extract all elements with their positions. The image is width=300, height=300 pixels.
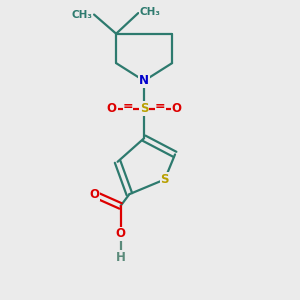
Text: O: O xyxy=(89,188,99,201)
Text: H: H xyxy=(116,251,125,264)
Text: CH₃: CH₃ xyxy=(140,7,161,16)
Text: S: S xyxy=(140,102,148,115)
Text: =: = xyxy=(123,100,133,113)
Text: N: N xyxy=(139,74,149,87)
Text: O: O xyxy=(116,227,126,240)
Text: CH₃: CH₃ xyxy=(72,10,93,20)
Text: O: O xyxy=(107,102,117,115)
Text: S: S xyxy=(160,173,169,186)
Text: =: = xyxy=(155,100,166,113)
Text: O: O xyxy=(172,102,182,115)
